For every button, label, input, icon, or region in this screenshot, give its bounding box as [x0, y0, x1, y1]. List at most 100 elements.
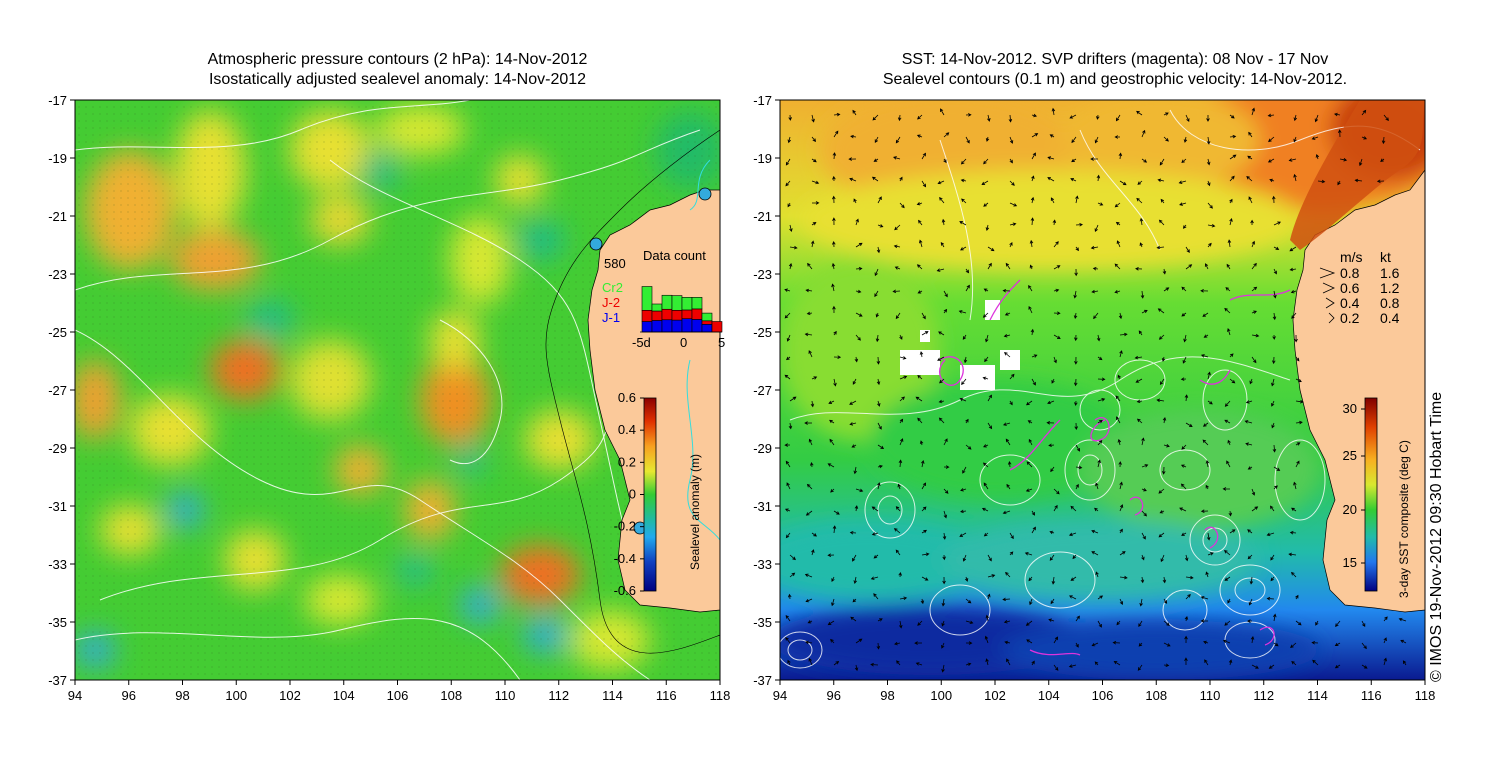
velocity-arrow — [943, 290, 948, 298]
velocity-arrow — [1202, 312, 1209, 317]
velocity-arrow — [1225, 287, 1231, 292]
velocity-arrow — [1202, 422, 1209, 427]
velocity-arrow — [958, 310, 967, 314]
velocity-arrow — [1091, 289, 1099, 294]
velocity-arrow — [1398, 617, 1407, 622]
right-x-tick-96: 96 — [827, 688, 841, 703]
data-count-bar-3-J-2 — [671, 309, 683, 321]
velocity-arrow — [1181, 312, 1187, 317]
velocity-arrow — [1162, 416, 1167, 424]
velocity-arrow — [1096, 334, 1101, 342]
velocity-arrow — [849, 530, 857, 535]
velocity-arrow — [965, 662, 972, 667]
velocity-arrow — [808, 657, 813, 666]
right-y-tick--19: -19 — [753, 151, 772, 166]
velocity-arrow — [892, 289, 901, 294]
velocity-arrow — [1053, 356, 1057, 364]
velocity-arrow — [893, 528, 901, 534]
velocity-arrow — [1202, 439, 1209, 446]
velocity-arrow — [804, 573, 813, 578]
data-count-bar-1-J-2 — [651, 310, 663, 321]
velocity-arrow — [1315, 620, 1319, 626]
velocity-arrow — [1251, 107, 1256, 116]
velocity-arrow — [1185, 575, 1194, 580]
velocity-arrow — [1051, 107, 1056, 116]
velocity-arrow — [1224, 576, 1231, 581]
velocity-arrow — [965, 136, 970, 144]
velocity-arrow — [1291, 507, 1297, 512]
left-title-line1: Atmospheric pressure contours (2 hPa): 1… — [207, 51, 588, 68]
velocity-arrow — [848, 157, 857, 161]
velocity-arrow — [827, 553, 835, 557]
velocity-arrow — [1227, 598, 1231, 604]
velocity-arrow — [1247, 554, 1253, 560]
velocity-arrow — [1184, 635, 1188, 644]
velocity-arrow — [784, 374, 791, 380]
velocity-arrow — [1248, 598, 1253, 606]
velocity-arrow — [893, 244, 901, 249]
velocity-arrow — [960, 509, 967, 514]
velocity-legend-kt-0: 1.6 — [1380, 265, 1400, 281]
velocity-arrow — [1289, 530, 1297, 535]
velocity-arrow — [1361, 136, 1368, 140]
velocity-arrow — [832, 525, 837, 534]
velocity-arrow — [1005, 438, 1011, 446]
velocity-arrow — [1228, 510, 1233, 517]
velocity-arrow — [1138, 642, 1143, 647]
velocity-arrow — [831, 262, 836, 270]
velocity-arrow — [921, 506, 927, 512]
velocity-arrow — [1136, 110, 1143, 116]
velocity-arrow — [876, 246, 881, 254]
velocity-arrow — [983, 288, 989, 292]
velocity-arrow — [788, 262, 793, 270]
velocity-arrow — [1160, 554, 1165, 563]
velocity-arrow — [899, 438, 904, 446]
velocity-arrow — [1075, 615, 1080, 622]
velocity-arrow — [1251, 286, 1258, 292]
velocity-arrow — [1140, 576, 1145, 584]
velocity-arrow — [1114, 135, 1121, 139]
velocity-arrow — [965, 444, 972, 450]
velocity-arrow — [1161, 356, 1166, 362]
left-x-tick-104: 104 — [333, 688, 355, 703]
velocity-arrow — [827, 463, 835, 468]
velocity-arrow — [895, 549, 901, 556]
velocity-arrow — [811, 376, 818, 380]
data-count-bar-6-J-1 — [701, 323, 713, 333]
velocity-arrow — [833, 112, 841, 117]
velocity-arrow — [916, 264, 923, 270]
velocity-arrow — [917, 417, 923, 424]
velocity-arrow — [895, 312, 901, 320]
velocity-arrow — [829, 419, 835, 424]
data-count-inset: Data count Cr2 J-2 J-1 -5d 0 5 — [602, 248, 725, 350]
velocity-arrow — [1181, 444, 1187, 450]
velocity-arrow — [1227, 439, 1231, 446]
velocity-arrow — [939, 196, 945, 204]
velocity-arrow — [1031, 133, 1039, 138]
right-x-tick-110: 110 — [1200, 688, 1221, 703]
velocity-arrow — [965, 598, 972, 604]
velocity-arrow — [1207, 400, 1213, 405]
velocity-arrow — [1160, 198, 1165, 204]
velocity-arrow — [1070, 576, 1077, 581]
velocity-arrow — [1291, 312, 1297, 319]
velocity-arrow — [805, 640, 813, 645]
velocity-arrow — [987, 554, 992, 562]
velocity-arrow — [895, 136, 901, 144]
velocity-arrow — [1115, 221, 1121, 226]
velocity-arrow — [982, 462, 989, 468]
velocity-arrow — [1185, 246, 1190, 253]
velocity-arrow — [1005, 262, 1011, 270]
velocity-arrow — [849, 422, 857, 426]
velocity-arrow — [1207, 180, 1211, 187]
velocity-arrow — [919, 351, 924, 358]
velocity-arrow — [1288, 552, 1297, 557]
velocity-arrow — [1114, 202, 1121, 208]
velocity-arrow — [1141, 464, 1149, 468]
right-title-line2: Sealevel contours (0.1 m) and geostrophi… — [882, 71, 1348, 88]
velocity-legend-kt-1: 1.2 — [1380, 280, 1400, 296]
velocity-arrow — [1097, 377, 1106, 382]
velocity-arrow — [1074, 334, 1078, 342]
velocity-arrow — [1251, 356, 1257, 364]
velocity-arrow — [1354, 178, 1363, 183]
